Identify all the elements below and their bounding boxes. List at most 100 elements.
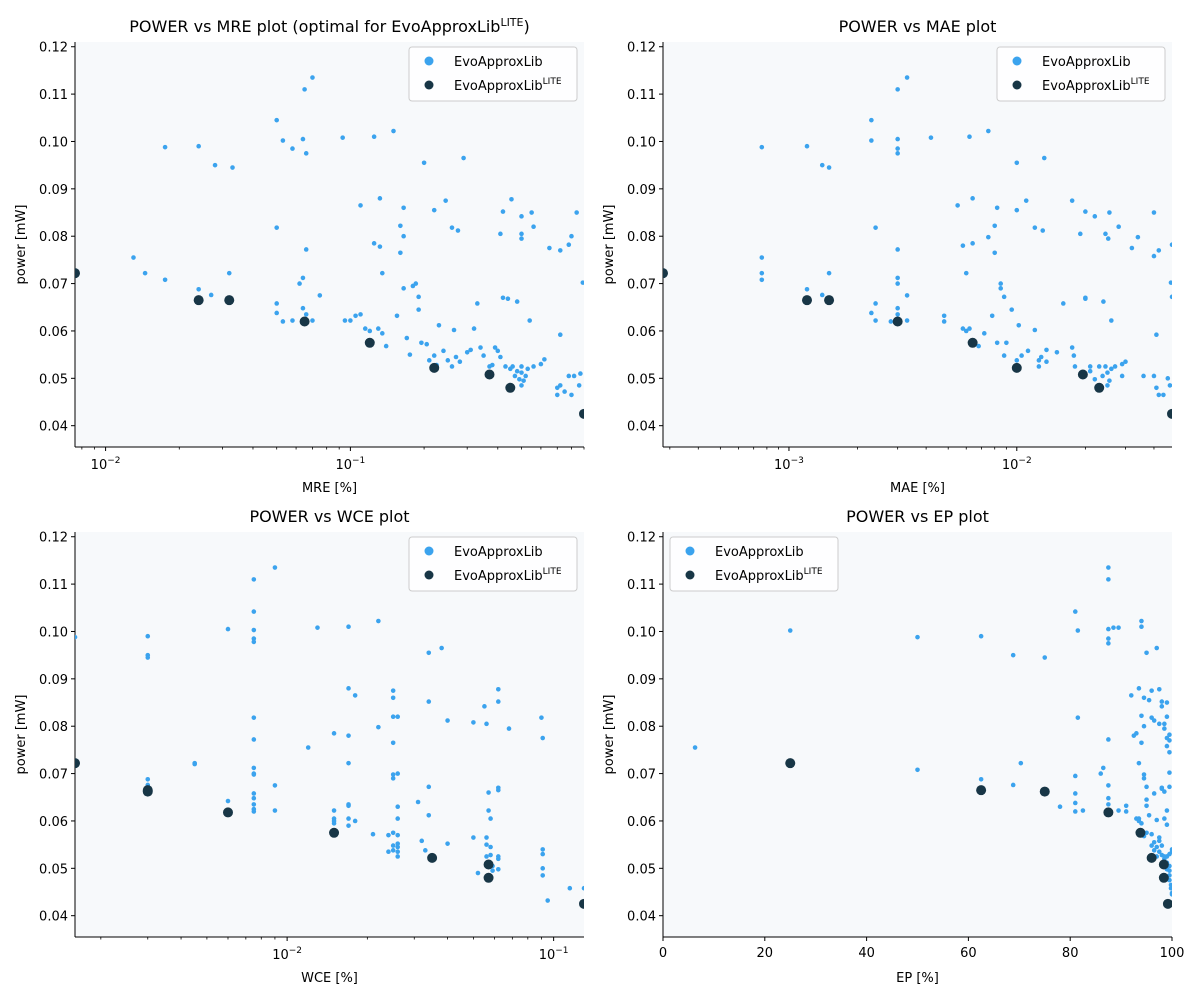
point-evoapproxlib [375,326,381,331]
point-evoapproxlib [419,340,424,346]
point-evoapproxlib [1123,809,1129,814]
point-evoapproxlib [455,228,461,233]
point-evoapproxlib [484,835,489,840]
point-evoapproxlib [500,295,506,301]
point-evoapproxlib [317,293,323,298]
point-evoapproxlib [461,155,466,161]
point-evoapproxlib [358,312,363,317]
point-evoapproxlib [517,376,522,382]
point-evoapproxlib-lite [1011,362,1022,373]
y-tick-label: 0.08 [627,230,656,245]
point-evoapproxlib [358,203,363,208]
point-evoapproxlib [225,626,231,632]
point-evoapproxlib [873,225,878,230]
point-evoapproxlib [1168,885,1172,891]
point-evoapproxlib [346,760,351,766]
point-evoapproxlib [1025,348,1031,354]
y-axis-label: power [mW] [602,205,617,285]
point-evoapproxlib [1080,808,1086,813]
point-evoapproxlib [981,331,987,336]
point-evoapproxlib [490,362,495,368]
point-evoapproxlib [1072,609,1078,614]
point-evoapproxlib [496,866,501,872]
point-evoapproxlib [1156,686,1162,692]
x-tick-label: 10−2 [1002,456,1032,473]
point-evoapproxlib [208,292,214,298]
point-evoapproxlib [1087,368,1093,374]
point-evoapproxlib [963,270,969,276]
point-evoapproxlib [1156,838,1162,844]
point-evoapproxlib [421,160,427,166]
point-evoapproxlib [976,343,981,349]
point-evoapproxlib [484,721,489,727]
point-evoapproxlib [1144,830,1149,836]
point-evoapproxlib [915,767,920,773]
point-evoapproxlib [1106,737,1111,742]
point-evoapproxlib [386,849,391,855]
point-evoapproxlib [519,231,524,237]
point-evoapproxlib [1169,242,1172,248]
point-evoapproxlib [272,783,278,788]
point-evoapproxlib [1119,373,1125,379]
y-tick-label: 0.04 [39,910,68,925]
point-evoapproxlib [1123,803,1129,809]
data-points [75,565,584,909]
point-evoapproxlib [302,87,307,92]
chart-title-text: POWER vs EP plot [846,507,989,526]
point-evoapproxlib [353,313,358,319]
point-evoapproxlib [251,609,257,614]
point-evoapproxlib [1010,782,1016,788]
point-evoapproxlib [346,686,351,691]
point-evoapproxlib [496,787,501,793]
point-evoapproxlib-lite [579,408,584,419]
plot-area [663,532,1172,937]
point-evoapproxlib-lite [193,295,204,306]
point-evoapproxlib [1164,700,1170,705]
point-evoapproxlib-lite [483,859,494,870]
y-tick-label: 0.09 [627,183,656,198]
point-evoapproxlib [75,634,78,640]
chart-panel-4: 0.04 0.05 0.06 0.07 0.08 0.09 0.10 0.11 0.12 0 20 4… [602,507,1184,986]
point-evoapproxlib [274,117,279,123]
point-evoapproxlib [145,655,151,660]
point-evoapproxlib [1098,771,1104,776]
data-points [692,565,1172,909]
plot-area [663,42,1172,447]
point-evoapproxlib [904,293,910,298]
point-evoapproxlib-lite [1077,369,1088,380]
point-evoapproxlib [1167,738,1172,743]
point-evoapproxlib [540,735,546,741]
point-evoapproxlib [978,776,984,782]
point-evoapproxlib [1156,392,1162,398]
point-evoapproxlib [895,281,900,286]
point-evoapproxlib [1106,577,1111,582]
point-evoapproxlib [1038,354,1044,360]
point-evoapproxlib [251,772,257,777]
point-evoapproxlib [1139,713,1144,719]
point-evoapproxlib [804,286,810,292]
point-evoapproxlib [1001,294,1007,300]
point-evoapproxlib [562,389,567,394]
y-tick-label: 0.10 [39,135,68,150]
data-points [663,75,1172,419]
point-evoapproxlib [1162,721,1167,727]
legend-label: EvoApproxLibLITE [454,567,562,584]
point-evoapproxlib [226,270,232,276]
point-evoapproxlib [478,345,483,350]
y-tick-label: 0.05 [39,372,68,387]
x-tick-exponent: −2 [1018,456,1031,466]
legend-label-text: EvoApproxLib [454,569,543,584]
point-evoapproxlib [1169,892,1172,897]
point-evoapproxlib [496,686,501,692]
x-tick-exponent: −2 [107,456,120,466]
point-evoapproxlib [1009,307,1015,312]
point-evoapproxlib [576,383,582,388]
point-evoapproxlib [557,248,563,253]
y-tick-label: 0.09 [627,673,656,688]
point-evoapproxlib [1164,743,1170,749]
legend-label-superscript: LITE [543,567,562,577]
legend-label: EvoApproxLib [454,545,543,560]
point-evoapproxlib [342,318,348,323]
point-evoapproxlib [303,247,309,252]
point-evoapproxlib [1151,373,1157,379]
